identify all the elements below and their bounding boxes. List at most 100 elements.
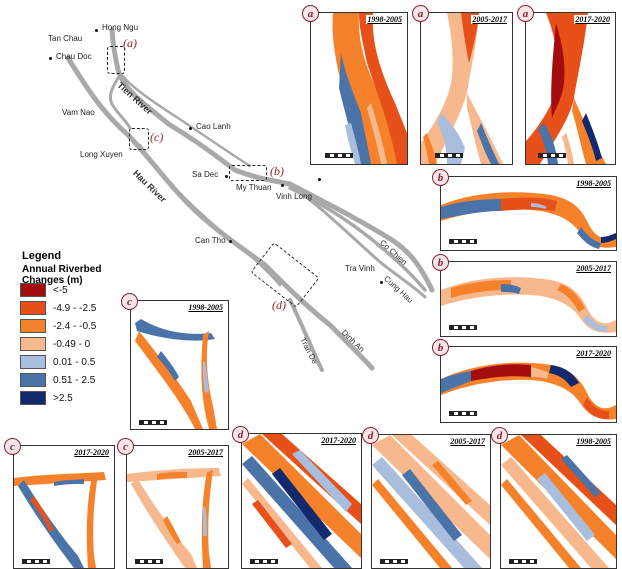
legend-label: >2.5 [53, 392, 73, 404]
riverbed-map [441, 362, 616, 420]
panel-d-2005-2017: 2005-2017 [371, 434, 491, 569]
tran-de-channel [288, 298, 324, 372]
site-c-box [129, 128, 149, 150]
legend-label: 0.51 - 2.5 [53, 374, 96, 386]
panel-badge: d [362, 427, 379, 444]
panel-b-1998-2005: 1998-2005 [440, 176, 617, 251]
panel-badge: b [432, 339, 449, 356]
riverbed-map [14, 472, 106, 568]
legend-item: -2.4 - -0.5 [20, 318, 96, 334]
riverbed-map [421, 13, 503, 164]
legend-item: 0.01 - 0.5 [20, 354, 95, 370]
riverbed-map [501, 435, 616, 568]
site-b-box [229, 165, 267, 181]
legend: Legend Annual Riverbed Changes (m) <-5 -… [0, 248, 130, 408]
legend-title: Legend [22, 250, 62, 262]
scale-bar [435, 153, 463, 158]
scale-bar [380, 559, 408, 564]
legend-item: >2.5 [20, 390, 73, 406]
town-tan-chau: Tan Chau [48, 34, 83, 43]
town-cao-lanh: Cao Lanh [196, 122, 231, 131]
panel-badge: d [232, 426, 249, 443]
legend-label: -2.4 - -0.5 [53, 320, 97, 332]
legend-item: -4.9 - -2.5 [20, 300, 96, 316]
panel-d-1998-2005: 1998-2005 [500, 434, 617, 569]
town-dot [49, 57, 52, 60]
scale-bar [139, 420, 167, 425]
panel-a-2017-2020: 2017-2020 [525, 12, 616, 165]
legend-label: 0.01 - 0.5 [53, 356, 96, 368]
legend-label: <-5 [53, 284, 68, 296]
legend-label: -0.49 - 0 [53, 338, 91, 350]
panel-period: 2017-2020 [575, 349, 612, 358]
river-network [65, 27, 435, 372]
legend-item: 0.51 - 2.5 [20, 372, 95, 388]
vam-nao-channel [108, 76, 132, 130]
panel-period: 1998-2005 [575, 437, 612, 446]
scale-bar [449, 239, 477, 244]
town-my-thuan: My Thuan [236, 183, 272, 192]
scale-bar [509, 559, 537, 564]
panel-period: 2005-2017 [471, 15, 508, 24]
cung-hau-channel [298, 190, 427, 299]
scale-bar [449, 325, 477, 330]
panel-a-1998-2005: 1998-2005 [310, 12, 408, 165]
town-vinh-long: Vinh Long [276, 192, 312, 201]
scale-bar [449, 411, 477, 416]
site-c-label: (c) [150, 130, 164, 144]
legend-swatch [20, 373, 46, 387]
site-a-box [107, 46, 125, 74]
town-dot [281, 184, 284, 187]
legend-label: -4.9 - -2.5 [53, 302, 97, 314]
legend-swatch [20, 283, 46, 297]
co-chien-channel [288, 186, 427, 292]
panel-period: 1998-2005 [187, 303, 224, 312]
legend-swatch [20, 337, 46, 351]
panel-period: 2017-2020 [73, 448, 110, 457]
scale-bar [538, 153, 566, 158]
town-tra-vinh: Tra Vinh [345, 264, 375, 273]
panel-period: 2005-2017 [449, 437, 486, 446]
panel-period: 1998-2005 [366, 15, 403, 24]
legend-swatch [20, 301, 46, 315]
panel-c-2017-2020: 2017-2020 [13, 445, 115, 569]
town-vam-nao: Vam Nao [62, 108, 95, 117]
site-d-label: (d) [272, 298, 286, 312]
town-long-xuyen: Long Xuyen [80, 150, 123, 159]
town-sa-dec: Sa Dec [192, 170, 219, 179]
town-hong-ngu: Hong Ngu [102, 23, 139, 32]
tien-river-channel-b [116, 68, 252, 168]
riverbed-map [441, 277, 616, 333]
panel-badge: c [4, 438, 21, 455]
legend-swatch [20, 319, 46, 333]
town-dot [189, 127, 192, 130]
town-dot [229, 240, 232, 243]
panel-badge: a [412, 5, 429, 22]
panel-badge: c [121, 293, 138, 310]
panel-badge: c [117, 438, 134, 455]
town-can-tho: Can Tho [195, 236, 226, 245]
site-a-label: (a) [123, 36, 137, 50]
panel-badge: a [302, 5, 319, 22]
overview-map: (a) (c) (b) (d) Hong Ngu Tan Chau Chau D… [48, 23, 435, 372]
riverbed-map [332, 13, 407, 164]
riverbed-map [135, 319, 217, 429]
panel-period: 2017-2020 [574, 15, 611, 24]
riverbed-map [526, 13, 606, 164]
town-dot [380, 281, 383, 284]
legend-swatch [20, 391, 46, 405]
panel-c-2005-2017: 2005-2017 [126, 445, 229, 569]
panel-badge: b [432, 169, 449, 186]
panel-badge: d [491, 427, 508, 444]
panel-period: 2005-2017 [187, 448, 224, 457]
legend-subtitle: Annual Riverbed Changes (m) [22, 264, 102, 286]
scale-bar [135, 559, 163, 564]
riverbed-map [242, 434, 361, 568]
riverbed-map [441, 192, 616, 249]
legend-item: <-5 [20, 282, 68, 298]
town-dot [95, 29, 98, 32]
scale-bar [325, 153, 353, 158]
panel-b-2017-2020: 2017-2020 [440, 346, 617, 423]
scale-bar [250, 559, 278, 564]
panel-badge: b [432, 254, 449, 271]
